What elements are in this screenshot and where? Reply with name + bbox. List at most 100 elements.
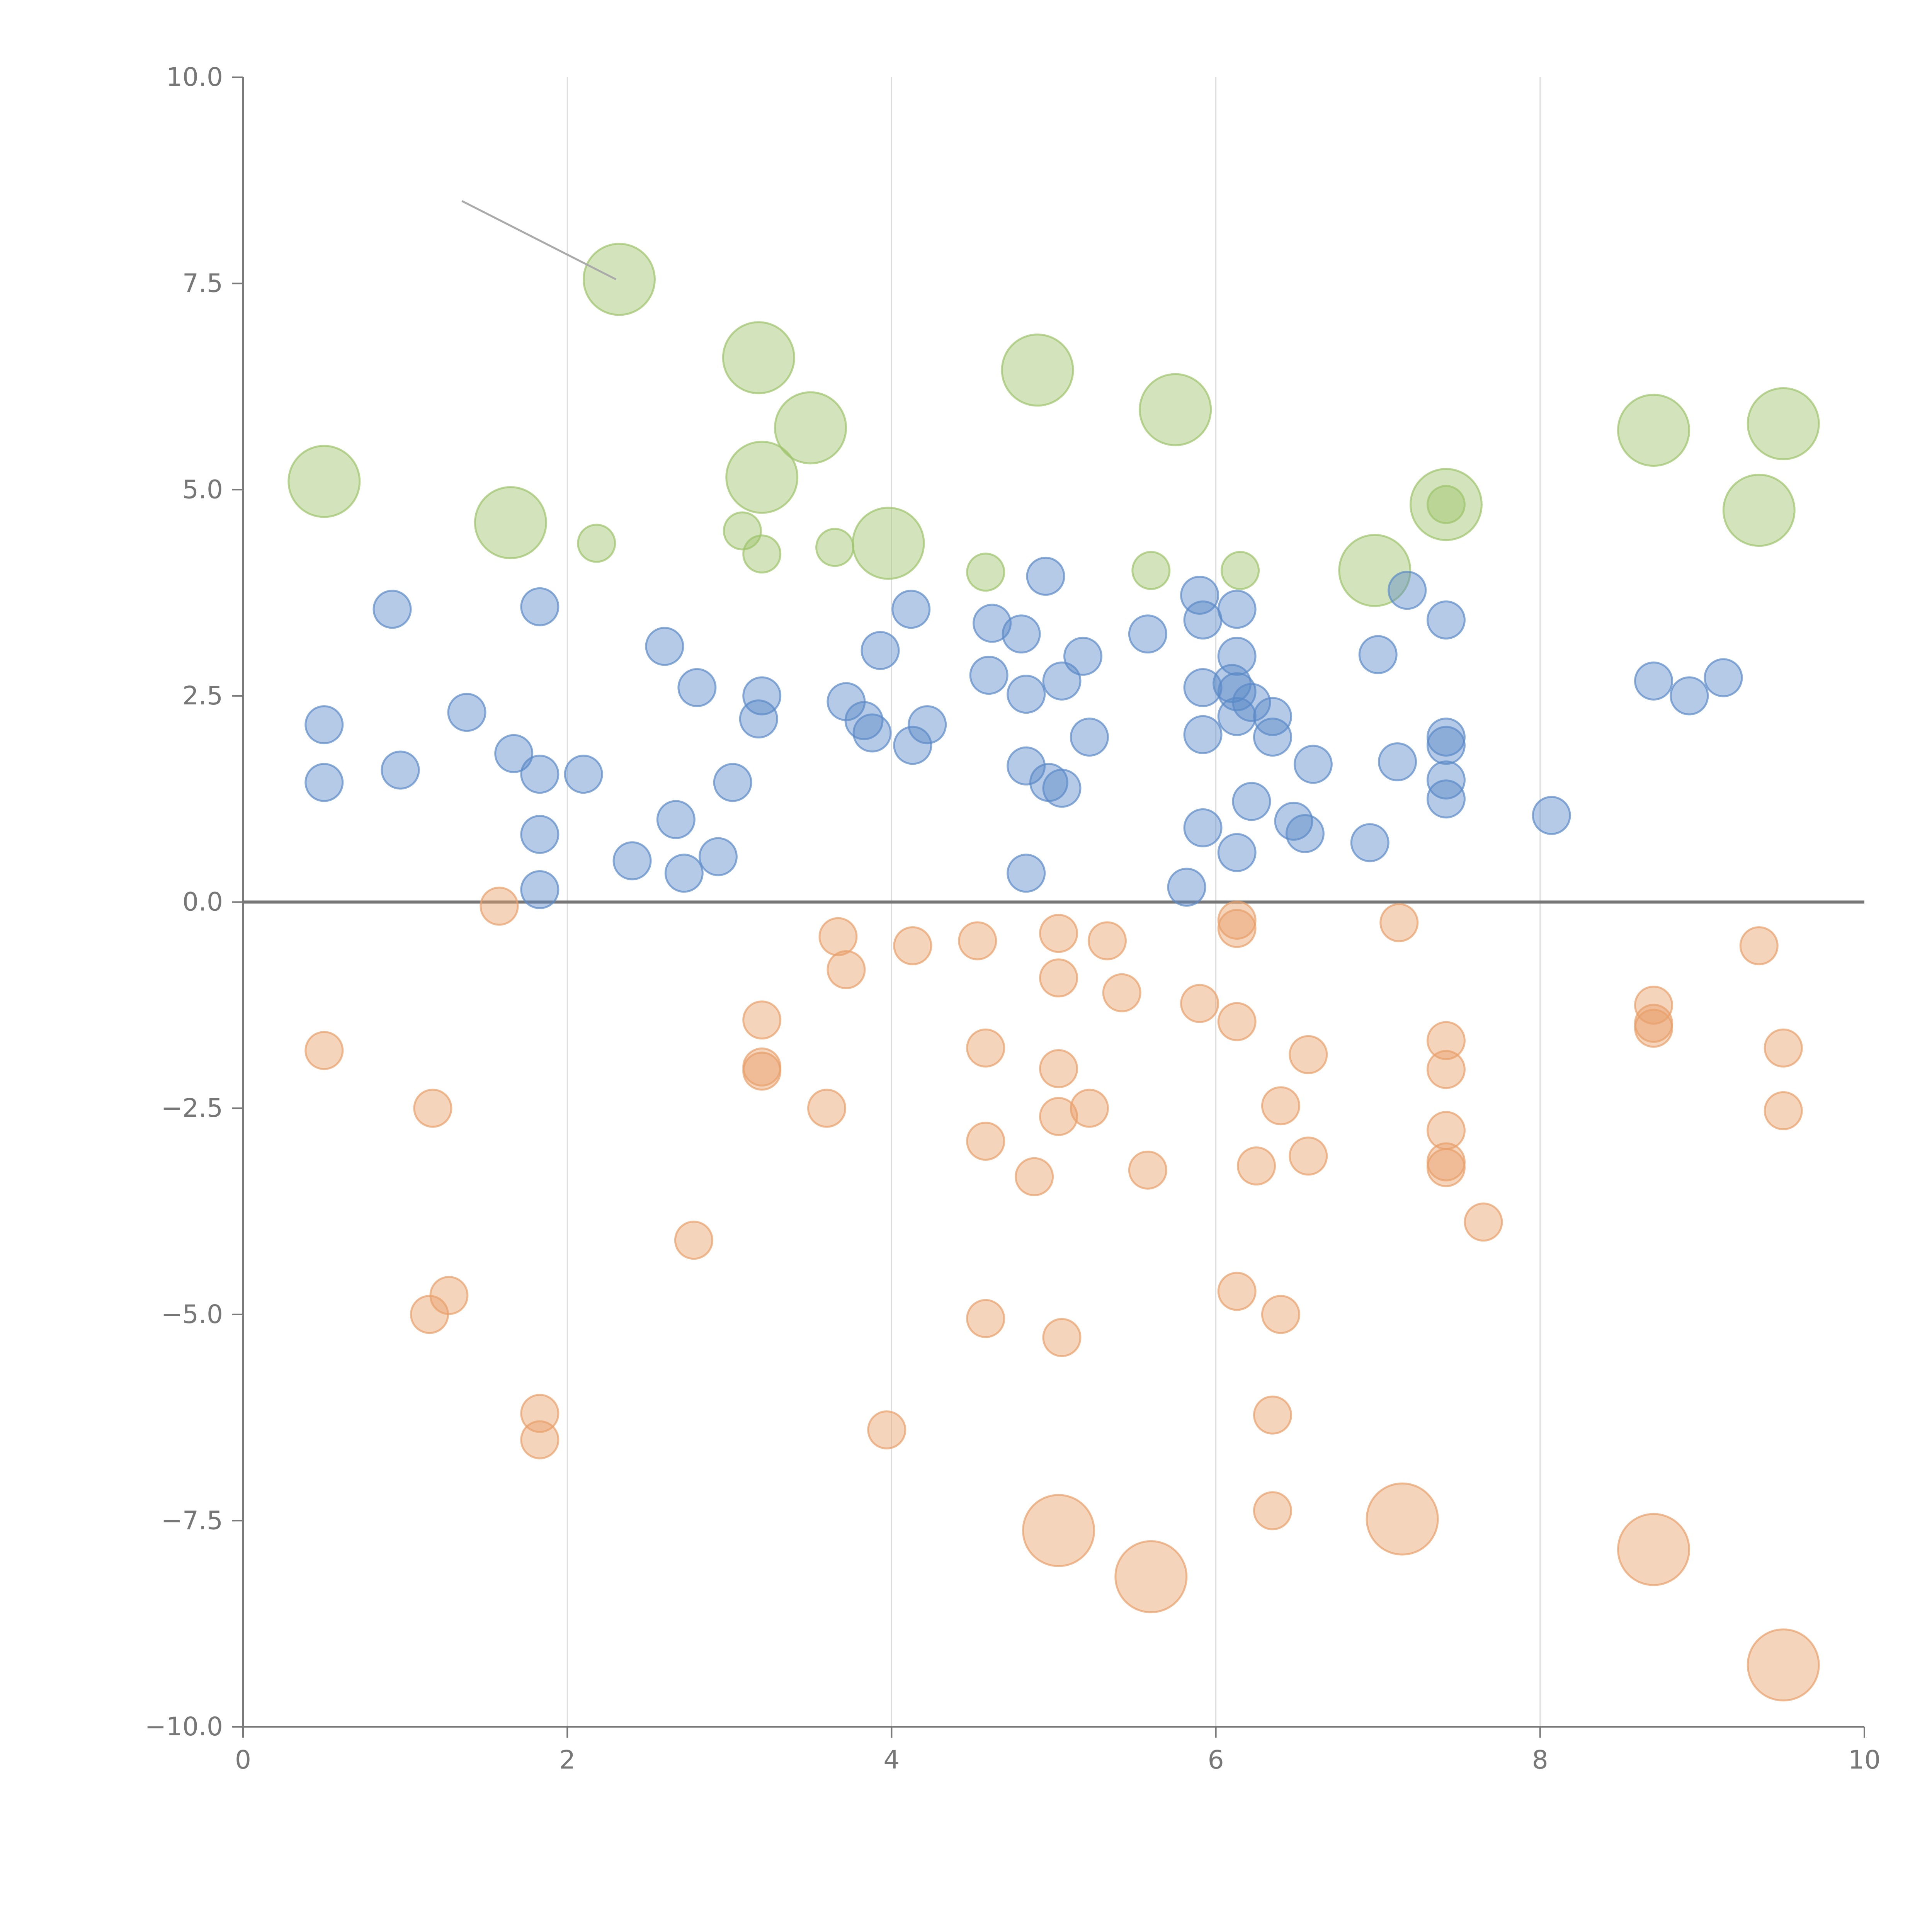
point-orange-20 — [1015, 1157, 1054, 1196]
callout-line — [461, 200, 617, 281]
point-orange-16 — [958, 921, 997, 961]
point-blue-48 — [1217, 636, 1257, 676]
point-blue-25 — [893, 726, 932, 765]
point-orange-42 — [1289, 1035, 1328, 1074]
point-blue-4 — [447, 693, 486, 732]
y-tick-label-2: 5.0 — [182, 474, 223, 504]
point-blue-2 — [372, 590, 412, 629]
point-blue-69 — [1634, 661, 1673, 701]
point-green-11 — [966, 553, 1005, 592]
point-blue-1 — [304, 763, 344, 802]
point-blue-70 — [1670, 676, 1709, 716]
point-green-21 — [1747, 387, 1820, 460]
point-orange-36 — [1217, 1272, 1257, 1311]
y-tick-label-3: 2.5 — [182, 681, 223, 711]
point-blue-9 — [520, 870, 560, 909]
point-green-15 — [1221, 551, 1260, 590]
point-blue-45 — [1183, 808, 1223, 847]
point-blue-8 — [520, 815, 560, 854]
y-tick-label-1: 7.5 — [182, 269, 223, 298]
point-blue-17 — [713, 763, 752, 802]
point-blue-62 — [1388, 571, 1427, 610]
point-blue-37 — [1063, 636, 1103, 676]
point-orange-4 — [480, 886, 519, 926]
y-ticks: 10.0 7.5 5.0 2.5 0.0 −10.0 −7.5 −5.0 −2.5 — [145, 62, 243, 1742]
point-blue-54 — [1253, 697, 1292, 736]
point-orange-39 — [1253, 1491, 1292, 1531]
point-orange-33 — [1217, 900, 1257, 940]
point-blue-24 — [891, 590, 931, 629]
callout-layer — [461, 200, 617, 281]
point-blue-23 — [861, 631, 900, 670]
point-orange-47 — [1426, 1050, 1466, 1089]
point-orange-0 — [304, 1031, 344, 1070]
point-blue-0 — [304, 705, 344, 745]
point-orange-50 — [1426, 1148, 1466, 1187]
point-green-2 — [577, 524, 616, 563]
point-blue-28 — [973, 604, 1012, 643]
point-blue-33 — [1026, 556, 1065, 596]
point-blue-22 — [852, 713, 892, 753]
point-orange-23 — [1039, 1049, 1078, 1088]
point-orange-17 — [966, 1028, 1005, 1068]
point-blue-14 — [664, 854, 704, 893]
point-blue-56 — [1274, 801, 1313, 841]
point-blue-41 — [1180, 575, 1219, 615]
point-orange-30 — [1128, 1150, 1167, 1190]
y-tick-label-0: 10.0 — [166, 62, 223, 92]
point-orange-26 — [1042, 1318, 1082, 1357]
point-orange-59 — [1747, 1628, 1820, 1702]
point-orange-7 — [674, 1221, 713, 1260]
point-orange-54 — [1634, 1009, 1673, 1048]
point-green-17 — [1409, 468, 1483, 541]
x-tick-label-4: 8 — [1532, 1745, 1548, 1775]
point-orange-1 — [413, 1088, 452, 1128]
point-orange-41 — [1261, 1295, 1300, 1334]
point-orange-3 — [429, 1276, 469, 1315]
point-blue-16 — [698, 837, 738, 876]
point-orange-55 — [1617, 1513, 1690, 1586]
x-tick-label-0: 0 — [235, 1745, 251, 1775]
point-blue-38 — [1070, 718, 1109, 757]
point-orange-21 — [1039, 914, 1078, 953]
x-tick-label-2: 4 — [883, 1745, 900, 1775]
point-orange-38 — [1253, 1395, 1292, 1435]
point-green-1 — [474, 486, 547, 560]
point-blue-43 — [1183, 668, 1223, 707]
point-orange-45 — [1366, 1482, 1439, 1556]
x-tick-label-3: 6 — [1208, 1745, 1224, 1775]
point-blue-68 — [1532, 796, 1571, 835]
point-blue-65 — [1426, 726, 1466, 765]
point-blue-40 — [1167, 867, 1206, 907]
point-green-7 — [742, 534, 782, 574]
point-green-16 — [1338, 534, 1412, 607]
point-orange-46 — [1426, 1021, 1466, 1060]
point-orange-29 — [1102, 973, 1141, 1012]
y-tick-label-8: −2.5 — [161, 1093, 223, 1123]
point-blue-5 — [494, 734, 534, 773]
point-green-18 — [1426, 485, 1466, 524]
point-orange-58 — [1764, 1091, 1803, 1131]
point-orange-37 — [1237, 1146, 1276, 1186]
point-blue-60 — [1358, 635, 1398, 674]
point-orange-25 — [1022, 1494, 1095, 1567]
point-green-20 — [1722, 474, 1796, 547]
point-blue-29 — [1002, 614, 1041, 654]
point-blue-26 — [908, 705, 947, 745]
point-blue-53 — [1232, 782, 1271, 821]
point-orange-43 — [1289, 1136, 1328, 1176]
point-blue-13 — [656, 800, 696, 839]
point-green-19 — [1617, 394, 1690, 467]
data-points — [287, 243, 1820, 1702]
point-orange-6 — [520, 1420, 560, 1459]
point-blue-52 — [1232, 683, 1271, 722]
point-green-6 — [725, 440, 799, 514]
point-blue-27 — [969, 656, 1009, 695]
x-tick-label-5: 10 — [1848, 1745, 1881, 1775]
point-orange-15 — [893, 926, 932, 966]
y-tick-label-5: −10.0 — [145, 1712, 223, 1742]
point-orange-34 — [1217, 909, 1257, 948]
point-blue-51 — [1217, 833, 1257, 872]
point-green-14 — [1139, 373, 1212, 446]
